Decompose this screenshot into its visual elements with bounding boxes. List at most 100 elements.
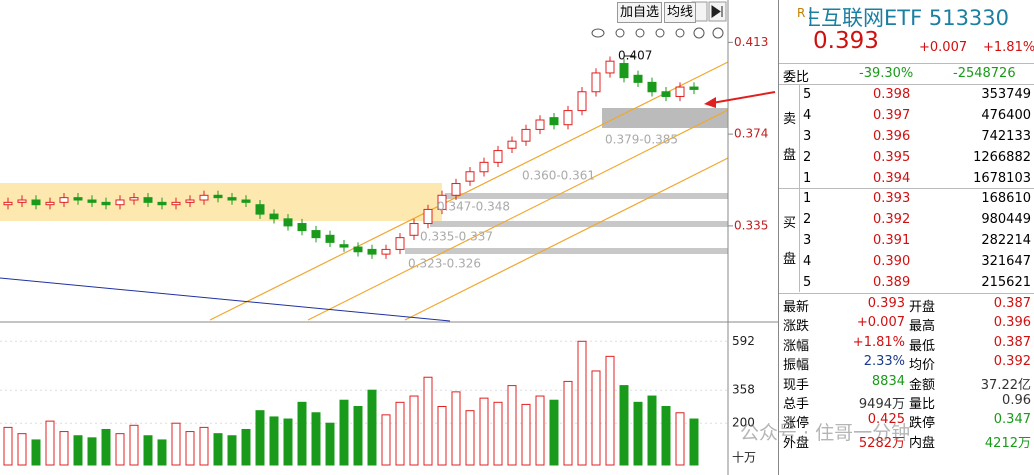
candle-body [577, 91, 587, 112]
price: 0.393 [813, 28, 879, 54]
candle-body [59, 197, 69, 203]
volume-bar [549, 399, 559, 466]
volume-bar [395, 401, 405, 466]
volume-bar [367, 389, 377, 466]
value: +1.81% [852, 334, 905, 350]
zone [430, 221, 728, 227]
candle-body [591, 72, 601, 93]
volume: 1266882 [973, 150, 1031, 165]
candle-body [619, 63, 629, 79]
price: 0.389 [873, 275, 911, 290]
value: 5282万 [858, 435, 905, 451]
candle-body [227, 197, 237, 201]
volume-bar [101, 428, 111, 466]
annotation: 0.335-0.337 [420, 230, 493, 244]
pct: +1.81% [983, 40, 1034, 55]
volume-bar [633, 401, 643, 466]
level: 2 [803, 150, 812, 165]
annotation: 0.323-0.326 [408, 257, 481, 271]
candle-body [87, 199, 97, 203]
label: 涨停 [783, 416, 810, 432]
level: 1 [803, 191, 812, 206]
volume-bar [591, 370, 601, 466]
candle-body [451, 183, 461, 196]
volume-bar [171, 422, 181, 466]
value: 0.347 [993, 412, 1031, 428]
volume-bar [213, 433, 223, 466]
volume-bar [143, 435, 153, 466]
label: 最新 [783, 300, 810, 315]
candle-body [367, 248, 377, 255]
volume-bar [577, 340, 587, 466]
volume-bar [269, 416, 279, 466]
volume-bar [619, 385, 629, 466]
candle-body [129, 197, 139, 201]
value: 8834 [871, 373, 905, 389]
level: 2 [803, 212, 812, 227]
volume-bar [73, 435, 83, 466]
volume-bar [185, 431, 195, 466]
volume-bar [521, 403, 531, 466]
volume-bar [353, 405, 363, 466]
level: 3 [803, 129, 812, 144]
volume-bar [689, 418, 699, 466]
candle-body [689, 86, 699, 90]
volume-bar [605, 355, 615, 466]
candle-body [3, 201, 13, 206]
y-tick-label: 0.413 [734, 35, 768, 49]
price: 0.391 [873, 233, 911, 248]
candle-body [73, 197, 83, 201]
level: 5 [803, 275, 812, 290]
volume: 980449 [981, 212, 1031, 227]
y-tick-label: 200 [732, 416, 755, 430]
candle-body [675, 86, 685, 97]
side-label: 卖 [783, 112, 797, 127]
value: 0.393 [867, 296, 905, 311]
volume-bar [647, 395, 657, 466]
volume-bar [535, 395, 545, 466]
candle-body [381, 248, 391, 255]
value: 0.387 [993, 334, 1031, 350]
toolbar-button[interactable]: 加自选 [617, 2, 663, 23]
channel [209, 61, 729, 321]
side-label: 盘 [783, 252, 797, 267]
volume: 321647 [981, 254, 1031, 269]
candle-body [17, 199, 27, 203]
value: -39.30% [859, 66, 914, 81]
candle-body [563, 110, 573, 126]
candle-body [521, 128, 531, 142]
value: 0.392 [993, 354, 1031, 370]
volume-bar [563, 380, 573, 466]
annotation: 0.360-0.361 [522, 169, 595, 183]
value: 0.396 [993, 315, 1031, 331]
y-tick-label: 592 [732, 334, 755, 348]
value: 37.22亿 [980, 377, 1031, 393]
value: -2548726 [953, 66, 1016, 81]
highlight-zone [0, 183, 442, 221]
value: 4212万 [984, 435, 1031, 451]
candle-body [661, 91, 671, 97]
trend-line [0, 277, 451, 322]
candle-body [493, 150, 503, 163]
candle-body [437, 194, 447, 210]
arrow [711, 91, 776, 104]
volume-bar [115, 433, 125, 466]
volume-bar [325, 422, 335, 466]
candle-body [297, 223, 307, 232]
label: 外盘 [783, 435, 810, 451]
level: 4 [803, 108, 812, 123]
candle-body [395, 237, 405, 250]
label: 现手 [783, 377, 810, 393]
volume-bar [339, 399, 349, 466]
volume-bar [227, 435, 237, 466]
toolbar-button[interactable]: 均线 [664, 2, 697, 23]
volume-bar [465, 410, 475, 466]
volume-bar [311, 412, 321, 466]
candle-body [45, 201, 55, 206]
candle-body [353, 246, 363, 253]
volume-bar [45, 420, 55, 466]
tag: R [797, 6, 806, 20]
zone [405, 248, 728, 254]
label: 涨幅 [783, 338, 810, 354]
